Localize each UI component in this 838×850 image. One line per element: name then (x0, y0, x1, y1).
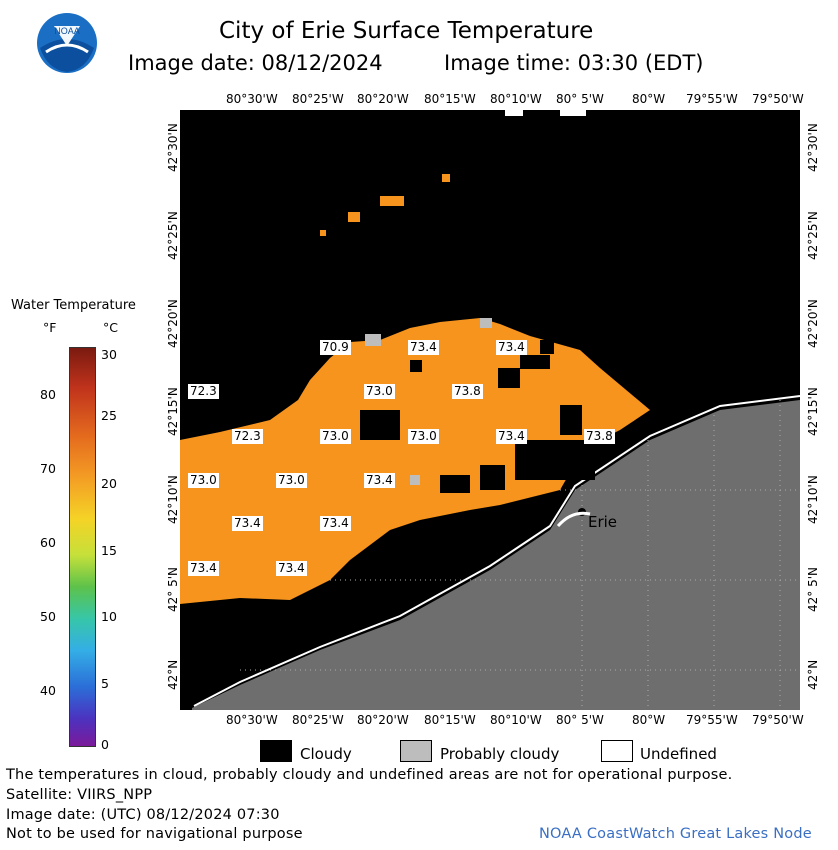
lon-tick: 80°15'W (424, 92, 476, 106)
lat-tick: 42°N (806, 659, 820, 690)
image-date-utc: Image date: (UTC) 08/12/2024 07:30 (6, 807, 280, 823)
f-tick: 80 (40, 387, 56, 402)
undefined-swatch (601, 740, 633, 762)
temp-label: 73.0 (276, 473, 307, 488)
temperature-map (180, 110, 800, 710)
temp-label: 73.8 (584, 429, 615, 444)
temp-label: 72.3 (188, 384, 219, 399)
image-date: Image date: 08/12/2024 (128, 51, 383, 75)
lat-tick: 42°15'N (806, 387, 820, 436)
lon-tick: 80° 5'W (556, 713, 604, 727)
city-label: Erie (588, 513, 618, 531)
f-tick: 60 (40, 535, 56, 550)
c-tick: 0 (101, 737, 109, 752)
lon-tick: 80° 5'W (556, 92, 604, 106)
lon-tick: 80°20'W (357, 713, 409, 727)
legend-title: Water Temperature (11, 298, 136, 313)
legend-unit-f: °F (43, 320, 57, 335)
f-tick: 40 (40, 683, 56, 698)
lat-tick: 42° 5'N (166, 567, 180, 612)
temp-label: 73.4 (364, 473, 395, 488)
temp-label: 73.0 (188, 473, 219, 488)
temp-label: 70.9 (320, 340, 351, 355)
lon-tick: 80°10'W (490, 92, 542, 106)
logo-text: NOAA (54, 26, 80, 36)
lat-tick: 42°N (166, 659, 180, 690)
lon-tick: 79°55'W (686, 92, 738, 106)
water-area (180, 318, 650, 604)
credit-link[interactable]: NOAA CoastWatch Great Lakes Node (539, 826, 812, 842)
disclaimer: The temperatures in cloud, probably clou… (6, 767, 733, 783)
lat-tick: 42°20'N (806, 299, 820, 348)
c-tick: 20 (101, 476, 117, 491)
noaa-logo: NOAA (37, 13, 97, 73)
temp-label: 73.8 (452, 384, 483, 399)
probably-cloudy-label: Probably cloudy (440, 745, 560, 763)
lat-tick: 42°25'N (166, 211, 180, 260)
satellite: Satellite: VIIRS_NPP (6, 787, 153, 803)
temp-label: 73.4 (320, 516, 351, 531)
lon-tick: 80°25'W (292, 92, 344, 106)
c-tick: 10 (101, 609, 117, 624)
temp-label: 73.4 (496, 340, 527, 355)
nav-warning: Not to be used for navigational purpose (6, 826, 303, 842)
temp-label: 73.4 (188, 561, 219, 576)
lat-tick: 42°10'N (806, 475, 820, 524)
undefined-label: Undefined (640, 745, 717, 763)
lon-tick: 80°30'W (226, 92, 278, 106)
cloudy-label: Cloudy (300, 745, 352, 763)
lon-tick: 79°50'W (752, 713, 804, 727)
color-scale-bar (69, 347, 96, 747)
lon-tick: 80°W (632, 92, 666, 106)
lat-tick: 42°20'N (166, 299, 180, 348)
image-time: Image time: 03:30 (EDT) (444, 51, 704, 75)
cloudy-swatch (260, 740, 292, 762)
c-tick: 25 (101, 408, 117, 423)
temp-label: 73.0 (364, 384, 395, 399)
probably-cloudy-swatch (400, 740, 432, 762)
lon-tick: 80°20'W (357, 92, 409, 106)
lat-tick: 42°25'N (806, 211, 820, 260)
lat-tick: 42° 5'N (806, 567, 820, 612)
c-tick: 30 (101, 347, 117, 362)
temp-label: 73.0 (320, 429, 351, 444)
lat-tick: 42°15'N (166, 387, 180, 436)
temp-label: 73.4 (408, 340, 439, 355)
lon-tick: 80°25'W (292, 713, 344, 727)
lon-tick: 80°W (632, 713, 666, 727)
temp-label: 73.4 (496, 429, 527, 444)
lat-tick: 42°30'N (806, 123, 820, 172)
temp-label: 73.4 (232, 516, 263, 531)
land-area (192, 400, 800, 710)
lon-tick: 79°50'W (752, 92, 804, 106)
f-tick: 50 (40, 609, 56, 624)
temp-label: 73.0 (408, 429, 439, 444)
lat-tick: 42°30'N (166, 123, 180, 172)
lon-tick: 80°10'W (490, 713, 542, 727)
c-tick: 15 (101, 543, 117, 558)
f-tick: 70 (40, 461, 56, 476)
temp-label: 72.3 (232, 429, 263, 444)
c-tick: 5 (101, 676, 109, 691)
legend-unit-c: °C (103, 320, 118, 335)
lon-tick: 80°15'W (424, 713, 476, 727)
lon-tick: 80°30'W (226, 713, 278, 727)
lat-tick: 42°10'N (166, 475, 180, 524)
map-title: City of Erie Surface Temperature (219, 18, 594, 44)
lon-tick: 79°55'W (686, 713, 738, 727)
temp-label: 73.4 (276, 561, 307, 576)
